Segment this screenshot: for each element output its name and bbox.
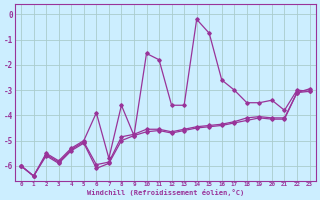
X-axis label: Windchill (Refroidissement éolien,°C): Windchill (Refroidissement éolien,°C)	[87, 189, 244, 196]
